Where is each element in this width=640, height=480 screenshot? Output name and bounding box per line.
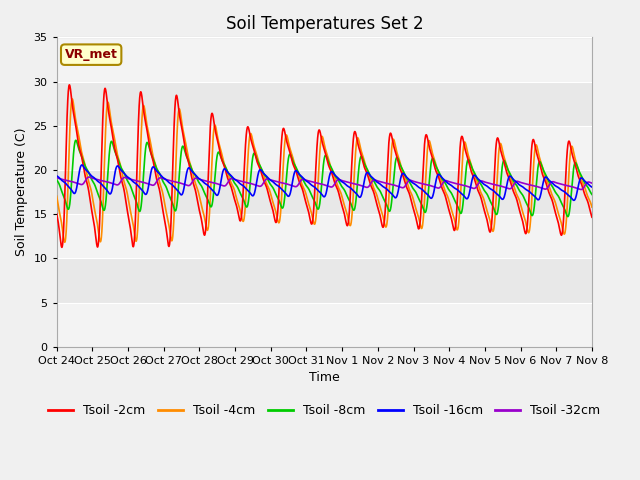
Text: VR_met: VR_met [65, 48, 118, 61]
Y-axis label: Soil Temperature (C): Soil Temperature (C) [15, 128, 28, 256]
Title: Soil Temperatures Set 2: Soil Temperatures Set 2 [225, 15, 423, 33]
Bar [57, 214, 592, 258]
X-axis label: Time: Time [309, 372, 340, 384]
Legend: Tsoil -2cm, Tsoil -4cm, Tsoil -8cm, Tsoil -16cm, Tsoil -32cm: Tsoil -2cm, Tsoil -4cm, Tsoil -8cm, Tsoi… [44, 399, 605, 422]
Bar [57, 37, 592, 82]
Bar [57, 126, 592, 170]
Bar [57, 302, 592, 347]
